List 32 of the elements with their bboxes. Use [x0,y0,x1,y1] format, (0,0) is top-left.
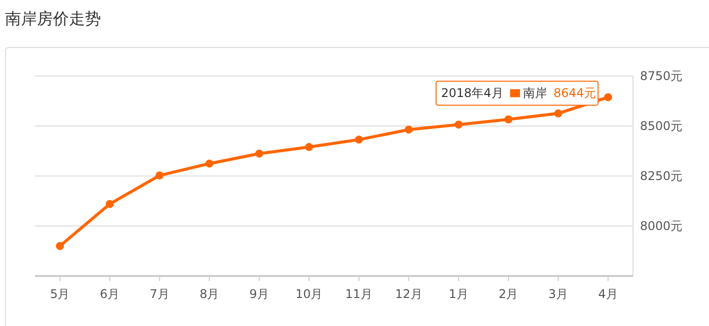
y-tick-label: 8250元 [640,169,683,183]
point [604,93,612,102]
title: 南岸房价走势 [5,9,101,28]
x-tick-label: 1月 [448,287,468,301]
point [454,120,463,129]
point [56,242,64,250]
x-tick-label: 7月 [150,287,170,301]
point [106,200,114,208]
y-tick-label: 8000元 [640,219,683,233]
point [354,136,363,144]
annotation: 2018年4月 [441,86,504,100]
point [255,150,264,158]
x-tick-label: 8月 [200,287,220,301]
x-tick-label: 12月 [395,287,422,301]
x-tick-label: 2月 [498,287,518,301]
point [305,143,314,151]
point [404,126,413,134]
x-tick-label: 5月 [50,287,70,301]
point [554,109,562,118]
x-tick-label: 3月 [548,287,568,301]
point [156,171,164,180]
x-tick-label: 9月 [249,287,270,301]
x-tick-label: 6月 [100,287,120,301]
y-tick-label: 8500元 [640,119,683,133]
x-tick-label: 10月 [295,287,323,301]
x-tick-label: 11月 [345,287,373,301]
point [504,115,512,124]
x-tick-label: 4月 [598,287,618,301]
y-tick-label: 8750元 [640,69,683,83]
point [205,160,214,168]
legend-label: 南岸 [523,86,548,100]
data-label: 8644元 [554,86,596,100]
